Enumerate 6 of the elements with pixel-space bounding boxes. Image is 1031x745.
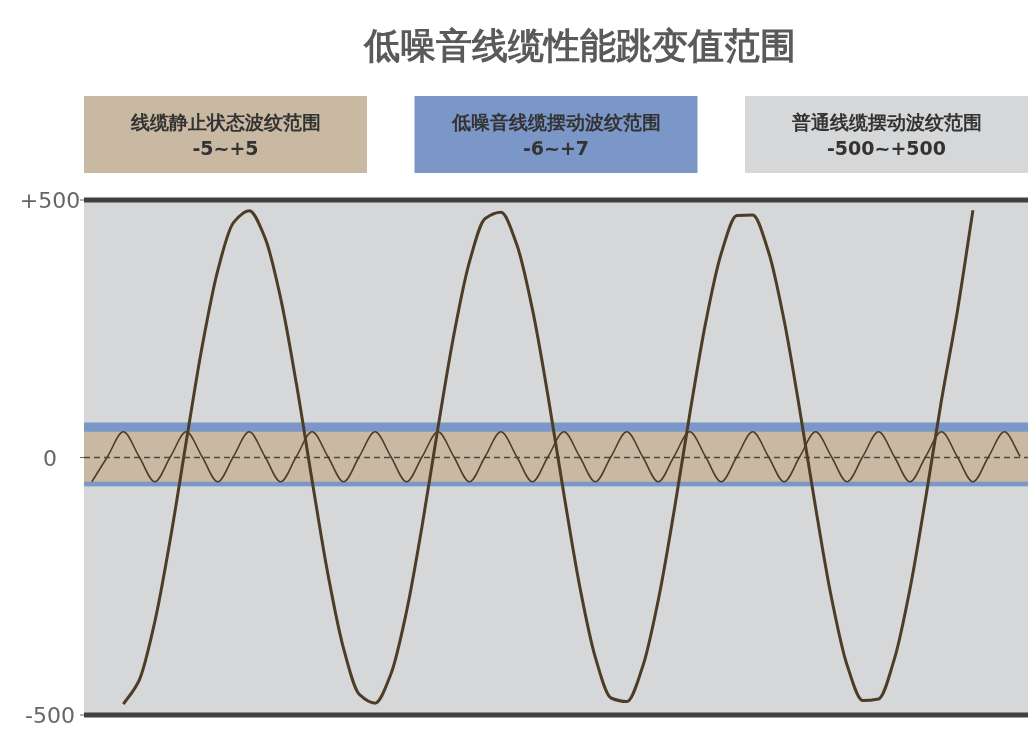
y-tick-label: 0 — [43, 445, 57, 471]
y-tick-label: -500 — [25, 703, 75, 728]
y-tick: +500 — [19, 188, 85, 213]
y-tick: 0 — [43, 445, 85, 471]
chart-title: 低噪音线缆性能跳变值范围 — [362, 25, 796, 66]
y-tick: -500 — [25, 703, 85, 728]
